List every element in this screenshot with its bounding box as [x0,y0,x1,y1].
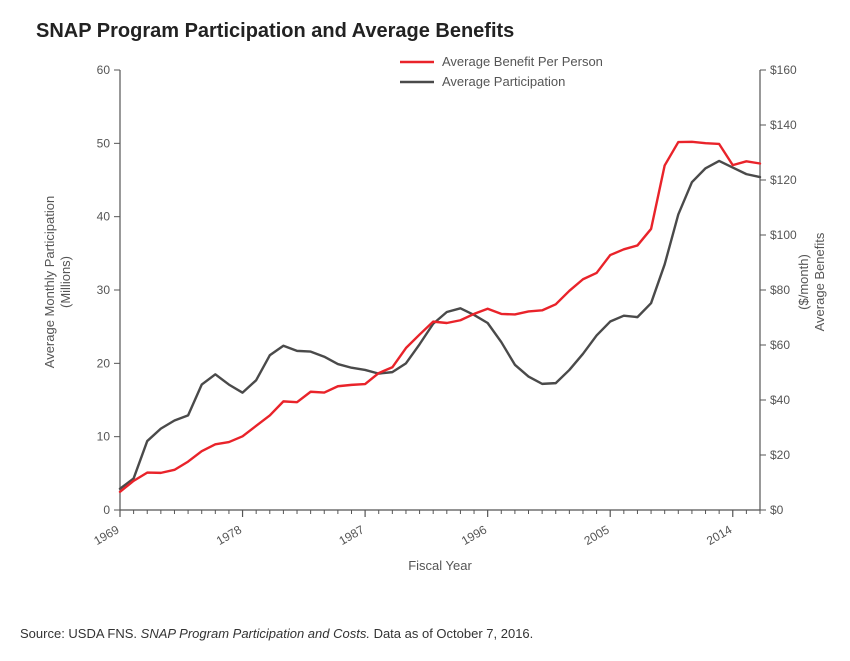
y-left-label-2: (Millions) [58,256,73,308]
y-left-tick-label: 10 [97,430,111,444]
legend-label: Average Benefit Per Person [442,54,603,69]
legend-label: Average Participation [442,74,565,89]
y-left-tick-label: 20 [97,356,111,370]
y-right-tick-label: $20 [770,448,790,462]
source-prefix: Source: USDA FNS. [20,626,141,641]
chart-title: SNAP Program Participation and Average B… [36,20,514,43]
y-left-tick-label: 50 [97,136,111,150]
y-right-tick-label: $40 [770,393,790,407]
y-left-tick-label: 40 [97,210,111,224]
x-axis-label: Fiscal Year [408,558,472,573]
y-left-label-1: Average Monthly Participation [42,196,57,368]
chart-area: 0 10 20 30 40 50 60 $0 $20 $40 $60 $80 $100 $120 $140 $… [0,50,850,610]
source-caption: Source: USDA FNS. SNAP Program Participa… [20,626,533,641]
y-right-tick-label: $80 [770,283,790,297]
y-right-tick-label: $160 [770,63,797,77]
y-right-tick-label: $140 [770,118,797,132]
y-left-tick-label: 0 [103,503,110,517]
y-right-tick-label: $0 [770,503,784,517]
chart-svg: 0 10 20 30 40 50 60 $0 $20 $40 $60 $80 $100 $120 $140 $… [0,50,850,610]
y-left-tick-label: 30 [97,283,111,297]
source-title: SNAP Program Participation and Costs. [141,626,370,641]
y-left-tick-label: 60 [97,63,111,77]
y-right-tick-label: $120 [770,173,797,187]
y-right-label-1: Average Benefits [812,232,827,331]
y-right-tick-label: $60 [770,338,790,352]
y-right-label-2: ($/month) [796,254,811,310]
y-right-tick-label: $100 [770,228,797,242]
source-suffix: Data as of October 7, 2016. [370,626,533,641]
